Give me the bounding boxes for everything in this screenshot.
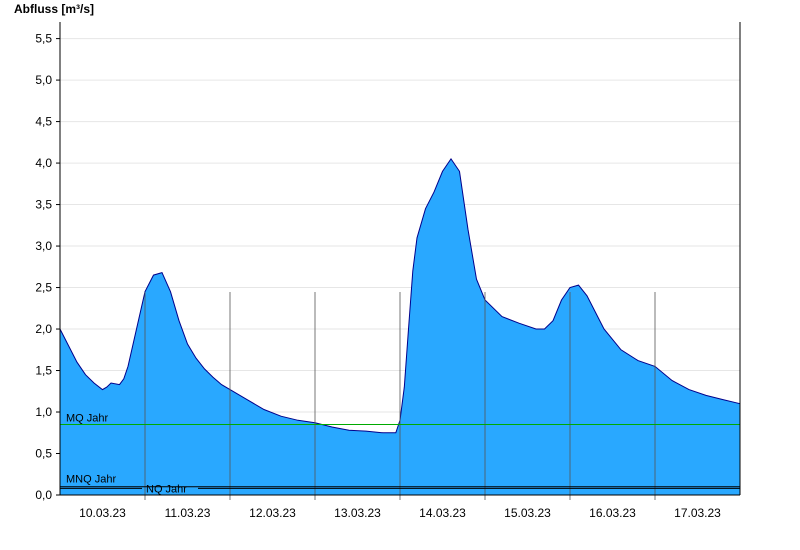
x-tick-label: 16.03.23 xyxy=(589,506,636,520)
y-tick-label: 1,0 xyxy=(35,405,52,419)
y-tick-label: 0,5 xyxy=(35,447,52,461)
series-line xyxy=(59,158,741,434)
x-tick-label: 13.03.23 xyxy=(334,506,381,520)
x-tick-label: 12.03.23 xyxy=(249,506,296,520)
reference-lines: MQ Jahr MNQ Jahr NQ Jahr xyxy=(60,412,740,495)
x-tick-label: 10.03.23 xyxy=(79,506,126,520)
x-tick-label: 17.03.23 xyxy=(674,506,721,520)
y-tick-label: 2,5 xyxy=(35,281,52,295)
y-tick-label: 5,0 xyxy=(35,73,52,87)
x-tick-label: 14.03.23 xyxy=(419,506,466,520)
ref-line-label: MQ Jahr xyxy=(66,412,109,424)
y-tick-label: 0,0 xyxy=(35,488,52,502)
y-tick-label: 3,0 xyxy=(35,239,52,253)
x-tick-label: 11.03.23 xyxy=(165,506,211,520)
day-separators xyxy=(144,292,656,500)
ref-line-label: MNQ Jahr xyxy=(66,474,116,486)
y-tick-label: 1,5 xyxy=(35,364,52,378)
y-tick-label: 2,0 xyxy=(35,322,52,336)
ref-line-label: NQ Jahr xyxy=(146,483,187,495)
y-tick-label: 3,5 xyxy=(35,198,52,212)
y-tick-label: 4,5 xyxy=(35,115,52,129)
y-axis-label: Abfluss [m³/s] xyxy=(14,2,94,16)
x-tick-label: 15.03.23 xyxy=(504,506,551,520)
axes: 0,0 0,5 1,0 1,5 2,0 2,5 3,0 3,5 4,0 4,5 5,0 5,5 10.0… xyxy=(35,22,741,520)
y-tick-label: 4,0 xyxy=(35,156,52,170)
y-tick-label: 5,5 xyxy=(35,32,52,46)
